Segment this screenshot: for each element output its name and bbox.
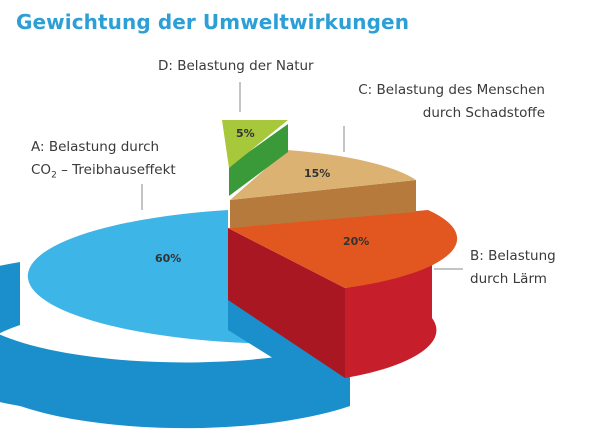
value-label-a: 60%	[155, 252, 181, 265]
slice-label-c-line2: durch Schadstoffe	[422, 105, 545, 121]
slice-label-a-line1: A: Belastung durch	[31, 139, 160, 155]
chart-title: Gewichtung der Umweltwirkungen	[16, 10, 410, 34]
slice-label-d-line1: D: Belastung der Natur	[158, 58, 314, 74]
slice-b-side	[345, 238, 437, 378]
slice-label-c: C: Belastung des Menschen durch Schadsto…	[307, 80, 545, 123]
slice-label-a-line2: CO2 – Treibhauseffekt	[31, 160, 176, 186]
slice-a-side-left	[0, 262, 350, 429]
value-label-b: 20%	[343, 235, 369, 248]
slice-label-a-subscript: 2	[51, 170, 57, 181]
slice-label-d: D: Belastung der Natur	[158, 56, 314, 76]
slice-b-cut	[228, 228, 345, 378]
slice-label-c-line1: C: Belastung des Menschen	[358, 82, 545, 98]
slice-label-b-line1: B: Belastung	[470, 248, 556, 264]
slice-d-top	[222, 120, 288, 168]
slice-label-a-co: CO	[31, 162, 52, 178]
slice-c-side	[230, 180, 416, 228]
slice-label-b-line2: durch Lärm	[470, 271, 547, 287]
slice-label-b: B: Belastung durch Lärm	[470, 246, 556, 289]
slice-d-side	[229, 124, 288, 196]
slice-label-a: A: Belastung durch CO2 – Treibhauseffekt	[31, 137, 176, 186]
slice-label-a-rest: – Treibhauseffekt	[56, 162, 176, 178]
slice-c-top	[230, 150, 416, 200]
value-label-c: 15%	[304, 167, 330, 180]
value-label-d: 5%	[236, 127, 255, 140]
slice-b-top	[228, 210, 458, 288]
